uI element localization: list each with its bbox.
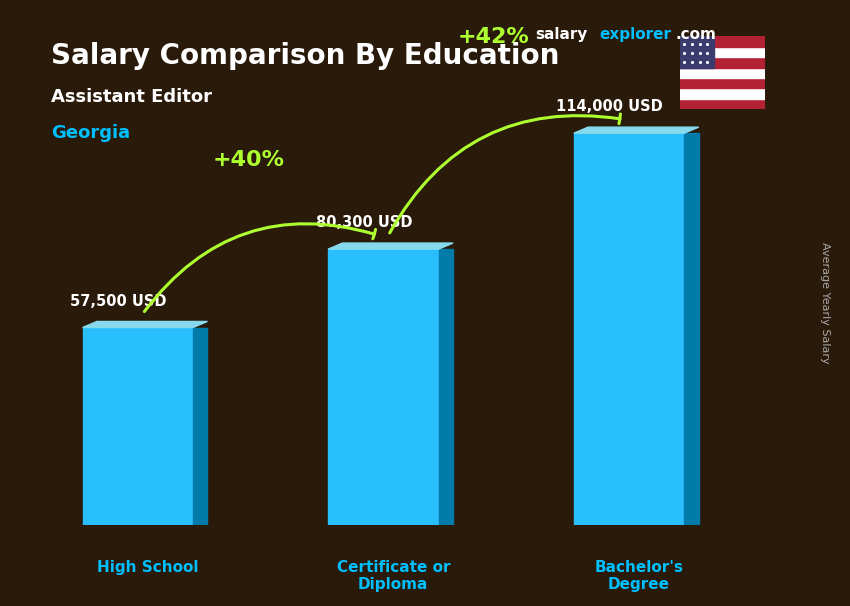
Text: Salary Comparison By Education: Salary Comparison By Education xyxy=(51,42,559,70)
Polygon shape xyxy=(574,127,699,133)
Text: Certificate or
Diploma: Certificate or Diploma xyxy=(337,560,450,592)
Text: explorer: explorer xyxy=(599,27,672,42)
Text: .com: .com xyxy=(676,27,717,42)
Polygon shape xyxy=(328,243,453,249)
Text: +40%: +40% xyxy=(212,150,285,170)
Text: Average Yearly Salary: Average Yearly Salary xyxy=(819,242,830,364)
Text: Bachelor's
Degree: Bachelor's Degree xyxy=(594,560,683,592)
Text: +42%: +42% xyxy=(458,27,530,47)
Text: 80,300 USD: 80,300 USD xyxy=(315,215,412,230)
Text: High School: High School xyxy=(97,560,198,574)
Text: 57,500 USD: 57,500 USD xyxy=(70,293,167,308)
Text: 114,000 USD: 114,000 USD xyxy=(556,99,663,115)
Polygon shape xyxy=(193,327,207,525)
Polygon shape xyxy=(684,133,699,525)
Text: Assistant Editor: Assistant Editor xyxy=(51,88,212,106)
Polygon shape xyxy=(439,249,453,525)
Polygon shape xyxy=(82,321,207,327)
Bar xyxy=(574,133,684,525)
Bar xyxy=(82,327,193,525)
Text: salary: salary xyxy=(536,27,588,42)
Text: Georgia: Georgia xyxy=(51,124,130,142)
Bar xyxy=(328,249,439,525)
